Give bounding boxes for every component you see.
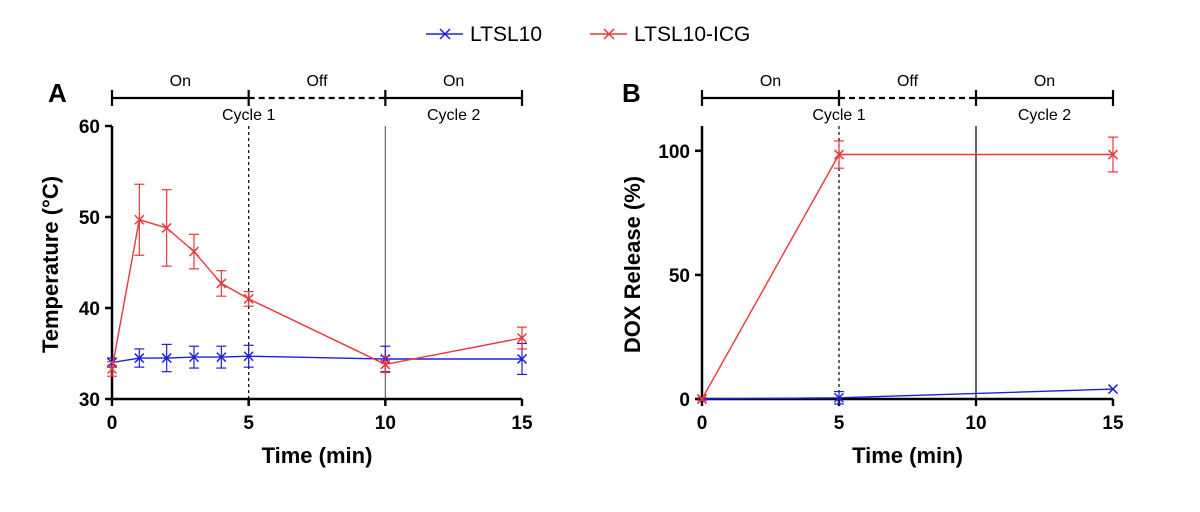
panel-a-phase-label-2: On: [443, 73, 464, 90]
panel-a-series-ltsl10-point-2: [161, 353, 172, 364]
panel-b-x-axis-title: Time (min): [852, 443, 963, 468]
legend-label-ltsl10: LTSL10: [470, 23, 542, 46]
panel-b-y-tick-label-2: 100: [658, 142, 690, 163]
legend-entry-ltsl10: LTSL10: [426, 23, 542, 46]
panel-b-cycle-label-1: Cycle 2: [1018, 107, 1071, 124]
panel-b-series-ltsl10-line: [701, 388, 1114, 400]
panel-a-series-ltsl10-icg-line: [111, 218, 523, 370]
panel-a-x-tick-label-2: 10: [375, 413, 396, 434]
panel-a-cycle-label-1: Cycle 2: [427, 107, 480, 124]
panel-b-phase-label-1: Off: [897, 73, 919, 90]
panel-a-series-ltsl10-icg: [106, 183, 528, 377]
panel-b-y-axis-title: DOX Release (%): [620, 176, 645, 353]
panel-a-series-ltsl10: [106, 342, 528, 376]
panel-a-phase-label-0: On: [170, 73, 191, 90]
panel-a-x-tick-label-0: 0: [107, 413, 118, 434]
panel-a-letter: A: [48, 78, 67, 108]
panel-a-y-tick-label-1: 40: [79, 299, 100, 320]
panel-b-x-tick-label-0: 0: [697, 413, 708, 434]
panel-a-x-axis-title: Time (min): [262, 443, 373, 468]
legend-entry-ltsl10-icg: LTSL10-ICG: [590, 23, 750, 46]
panel-b-cycle-label-0: Cycle 1: [812, 107, 865, 124]
legend-marker-ltsl10-icg: [603, 28, 615, 40]
panel-b-series-ltsl10-icg-point-1: [833, 149, 845, 160]
panel-b-series-ltsl10-point-2: [1107, 384, 1119, 395]
panel-a-series-ltsl10-point-5: [243, 351, 254, 362]
panel-b-phase-label-2: On: [1034, 73, 1055, 90]
panel-a-x-tick-label-3: 15: [511, 413, 533, 434]
panel-a: A On Off On Cycle 1 Cycle 2 0 5 10 15 30 40 50 60 Time…: [38, 73, 533, 468]
panel-a-y-tick-label-2: 50: [79, 208, 100, 229]
panel-b-series-ltsl10-icg-point-2: [1107, 149, 1119, 160]
panel-b-y-tick-label-0: 0: [679, 390, 690, 411]
panel-b-x-tick-label-3: 15: [1102, 413, 1124, 434]
legend-marker-ltsl10: [439, 28, 451, 40]
panel-a-series-ltsl10-icg-point-6: [380, 359, 391, 370]
panel-a-series-ltsl10-icg-point-2: [161, 222, 172, 233]
panel-a-series-ltsl10-icg-point-1: [134, 214, 145, 225]
panel-b-letter: B: [622, 78, 641, 108]
panel-b-series-ltsl10-icg-line: [701, 153, 1113, 400]
panel-a-series-ltsl10-point-3: [188, 352, 200, 363]
panel-a-series-ltsl10-point-4: [216, 352, 227, 363]
panel-a-x-tick-label-1: 5: [243, 413, 254, 434]
panel-b-y-tick-label-1: 50: [669, 266, 690, 287]
panel-a-series-ltsl10-point-7: [516, 353, 528, 364]
panel-a-series-ltsl10-icg-point-4: [216, 278, 227, 289]
panel-a-series-ltsl10-line: [111, 355, 522, 364]
panel-a-series-ltsl10-point-1: [134, 353, 145, 364]
panel-b: B On Off On Cycle 1 Cycle 2 0 5 10 15 0 50 100 Time (…: [620, 73, 1124, 468]
panel-a-series-ltsl10-icg-point-5: [243, 293, 254, 304]
panel-b-series-ltsl10-icg-point-0: [696, 393, 708, 405]
panel-a-y-tick-label-0: 30: [79, 390, 100, 411]
legend-label-ltsl10-icg: LTSL10-ICG: [634, 23, 750, 46]
panel-a-phase-label-1: Off: [306, 73, 328, 90]
panel-a-cycle-label-0: Cycle 1: [222, 107, 275, 124]
panel-a-series-ltsl10-icg-point-0: [106, 363, 118, 375]
panel-b-series-ltsl10-point-1: [833, 392, 845, 403]
panel-a-series-ltsl10-icg-point-7: [516, 332, 528, 344]
panel-a-series-ltsl10-icg-point-3: [188, 246, 200, 257]
panel-b-series-ltsl10-icg: [696, 136, 1119, 405]
panel-b-x-tick-label-1: 5: [834, 413, 845, 434]
panel-b-phase-label-0: On: [760, 73, 781, 90]
panel-a-y-axis-title: Temperature (°C): [38, 176, 63, 353]
panel-b-series-ltsl10: [696, 384, 1119, 405]
legend: LTSL10 LTSL10-ICG: [426, 23, 750, 46]
panel-a-y-tick-label-3: 60: [79, 117, 100, 138]
panel-b-x-tick-label-2: 10: [965, 413, 986, 434]
